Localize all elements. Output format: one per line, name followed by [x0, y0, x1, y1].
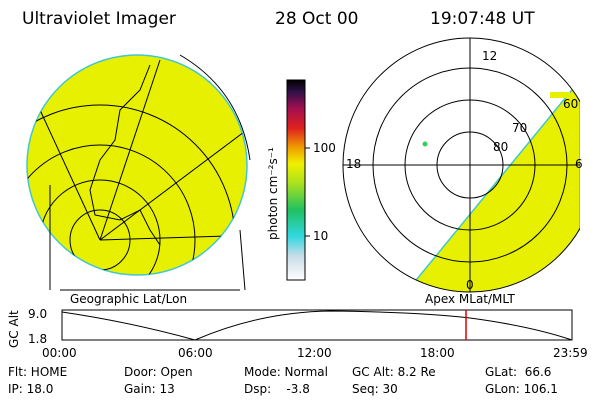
y-tick-label: 9.0 [28, 307, 47, 321]
status-field: Dsp: -3.8 [244, 382, 310, 396]
geographic-image [26, 54, 251, 291]
colorbar-tick: 100 [313, 141, 336, 155]
panel-label: Apex MLat/MLT [425, 292, 515, 306]
colorbar-label: photon cm⁻²s⁻¹ [266, 147, 280, 240]
colorbar: 100 10 photon cm⁻²s⁻¹ [266, 79, 336, 281]
status-field: Gain: 13 [124, 382, 175, 396]
mlat-label: 70 [512, 121, 527, 135]
status-field: GC Alt: 8.2 Re [352, 365, 436, 379]
status-panel: Flt: HOME Door: Open Mode: Normal GC Alt: 8… [8, 365, 558, 396]
x-tick-label: 18:00 [420, 346, 455, 360]
status-field: GLon: 106.1 [485, 382, 558, 396]
status-field: IP: 18.0 [8, 382, 53, 396]
polar-image [342, 37, 580, 293]
status-field: Flt: HOME [8, 365, 67, 379]
mlat-label: 80 [493, 140, 508, 154]
date: 28 Oct 00 [275, 9, 358, 29]
status-field: GLat: 66.6 [485, 365, 551, 379]
mlt-label: 6 [575, 157, 583, 171]
x-tick-label: 00:00 [42, 346, 77, 360]
status-field: Mode: Normal [244, 365, 328, 379]
x-tick-label: 12:00 [297, 346, 332, 360]
status-field: Seq: 30 [352, 382, 398, 396]
time: 19:07:48 UT [430, 9, 535, 29]
y-axis-label: GC Alt [7, 310, 21, 348]
x-tick-label: 23:59 [553, 346, 588, 360]
title: Ultraviolet Imager [22, 9, 176, 29]
colorbar-tick: 10 [313, 229, 328, 243]
mlt-label: 18 [346, 157, 361, 171]
status-field: Door: Open [124, 365, 193, 379]
y-tick-label: 1.8 [28, 332, 47, 346]
mlt-label: 0 [466, 278, 474, 292]
mlat-label: 60 [563, 97, 578, 111]
altitude-plot: GC Alt 9.0 1.8 00:00 06:00 12:00 18:00 2… [7, 307, 588, 360]
panel-label: Geographic Lat/Lon [70, 292, 187, 306]
mlt-label: 12 [482, 49, 497, 63]
x-tick-label: 06:00 [178, 346, 213, 360]
